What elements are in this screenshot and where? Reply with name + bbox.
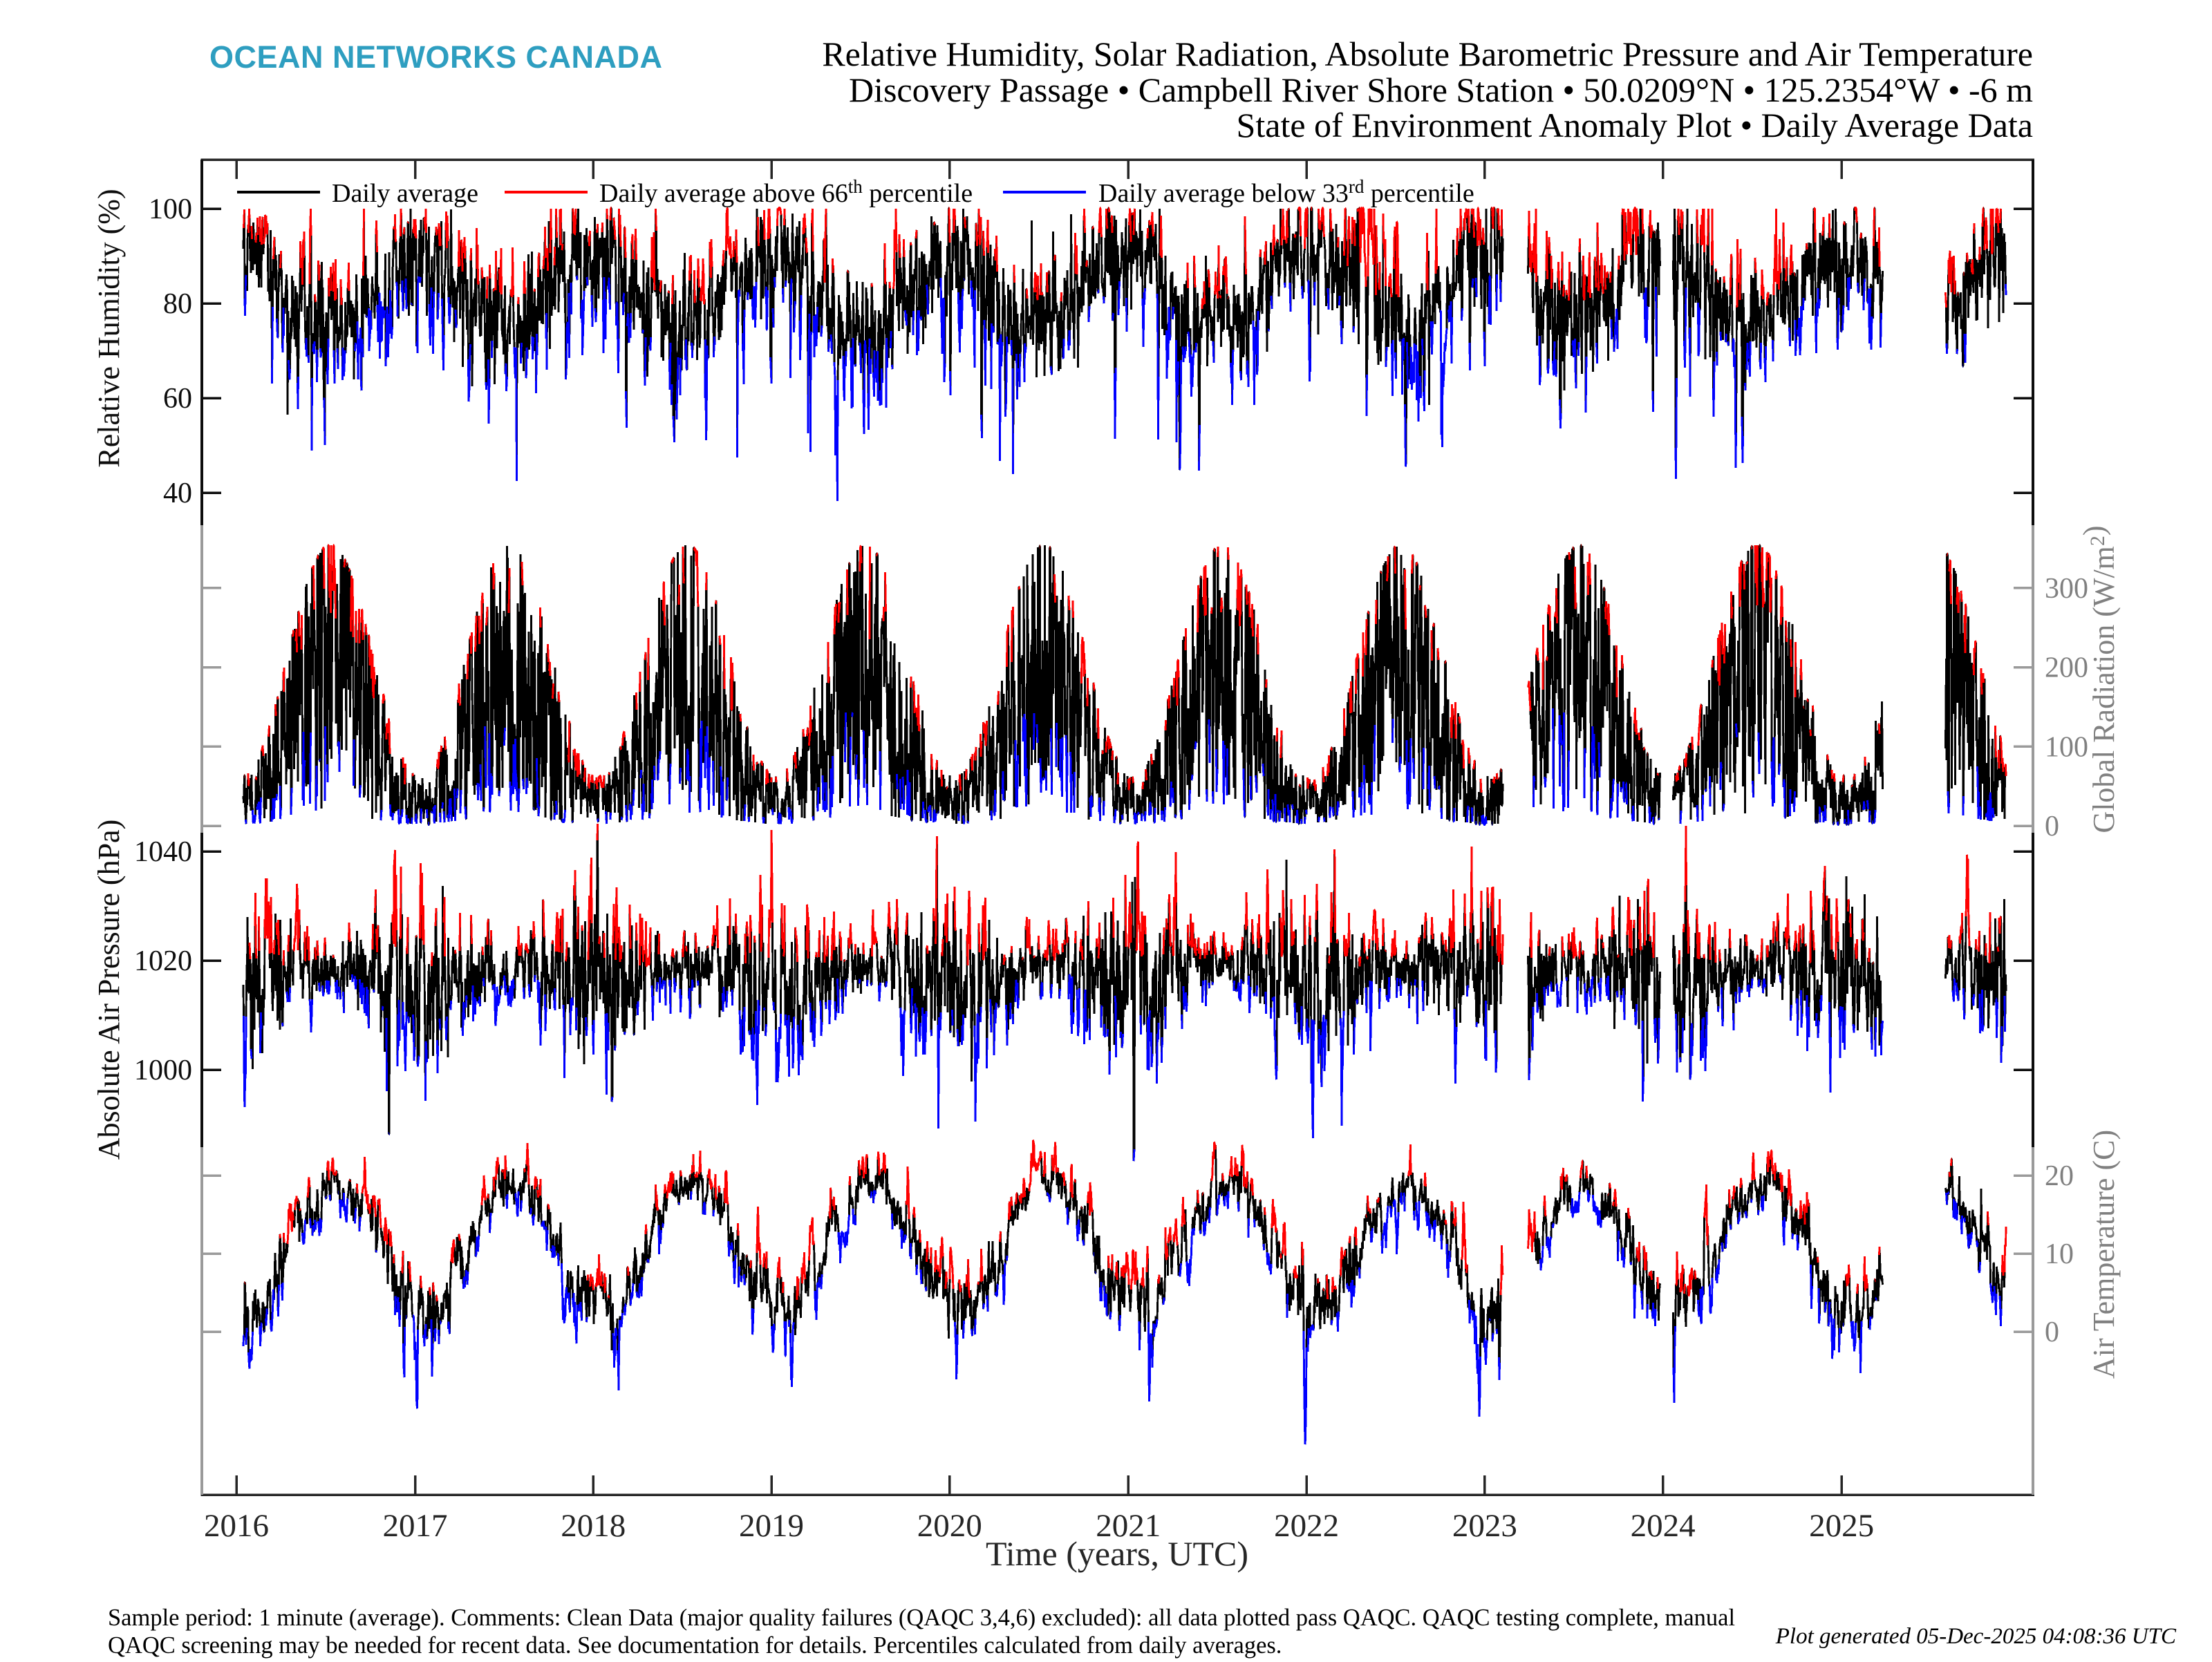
svg-text:60: 60 bbox=[163, 383, 192, 415]
svg-text:Daily average: Daily average bbox=[332, 179, 478, 208]
svg-text:1020: 1020 bbox=[134, 945, 192, 977]
svg-text:300: 300 bbox=[2045, 573, 2088, 605]
svg-text:2018: 2018 bbox=[561, 1508, 626, 1544]
svg-text:100: 100 bbox=[2045, 731, 2088, 763]
svg-text:80: 80 bbox=[163, 288, 192, 320]
svg-text:Relative Humidity, Solar Radia: Relative Humidity, Solar Radiation, Abso… bbox=[822, 35, 2033, 73]
svg-text:1000: 1000 bbox=[134, 1055, 192, 1086]
svg-text:Daily average below 33rd perce: Daily average below 33rd percentile bbox=[1098, 176, 1474, 208]
svg-text:2016: 2016 bbox=[204, 1508, 269, 1544]
svg-text:Sample period: 1 minute (avera: Sample period: 1 minute (average). Comme… bbox=[108, 1605, 1735, 1631]
svg-text:State of Environment Anomaly P: State of Environment Anomaly Plot • Dail… bbox=[1237, 106, 2033, 144]
svg-text:Daily average above 66th perce: Daily average above 66th percentile bbox=[599, 176, 973, 208]
svg-text:100: 100 bbox=[149, 193, 192, 225]
svg-text:1040: 1040 bbox=[134, 836, 192, 868]
svg-text:Plot generated 05-Dec-2025 04:: Plot generated 05-Dec-2025 04:08:36 UTC bbox=[1775, 1624, 2177, 1649]
svg-text:2017: 2017 bbox=[383, 1508, 448, 1544]
svg-text:2022: 2022 bbox=[1274, 1508, 1339, 1544]
svg-text:0: 0 bbox=[2045, 811, 2059, 842]
svg-text:2023: 2023 bbox=[1452, 1508, 1517, 1544]
svg-text:2025: 2025 bbox=[1809, 1508, 1874, 1544]
svg-text:20: 20 bbox=[2045, 1160, 2074, 1192]
svg-text:0: 0 bbox=[2045, 1316, 2059, 1348]
svg-text:2024: 2024 bbox=[1631, 1508, 1696, 1544]
svg-text:2020: 2020 bbox=[917, 1508, 982, 1544]
svg-text:Air Temperature (C): Air Temperature (C) bbox=[2087, 1130, 2121, 1379]
svg-text:10: 10 bbox=[2045, 1238, 2074, 1270]
svg-text:Relative Humidity (%): Relative Humidity (%) bbox=[92, 189, 126, 467]
svg-text:Absolute Air Pressure (hPa): Absolute Air Pressure (hPa) bbox=[92, 820, 126, 1160]
svg-text:200: 200 bbox=[2045, 652, 2088, 684]
svg-text:2019: 2019 bbox=[739, 1508, 804, 1544]
svg-text:40: 40 bbox=[163, 478, 192, 509]
svg-text:2021: 2021 bbox=[1096, 1508, 1161, 1544]
svg-text:QAQC screening may be needed f: QAQC screening may be needed for recent … bbox=[108, 1632, 1282, 1659]
svg-text:OCEAN NETWORKS CANADA: OCEAN NETWORKS CANADA bbox=[209, 39, 663, 75]
svg-text:Time (years, UTC): Time (years, UTC) bbox=[986, 1534, 1248, 1573]
svg-text:Discovery Passage • Campbell R: Discovery Passage • Campbell River Shore… bbox=[849, 70, 2033, 109]
